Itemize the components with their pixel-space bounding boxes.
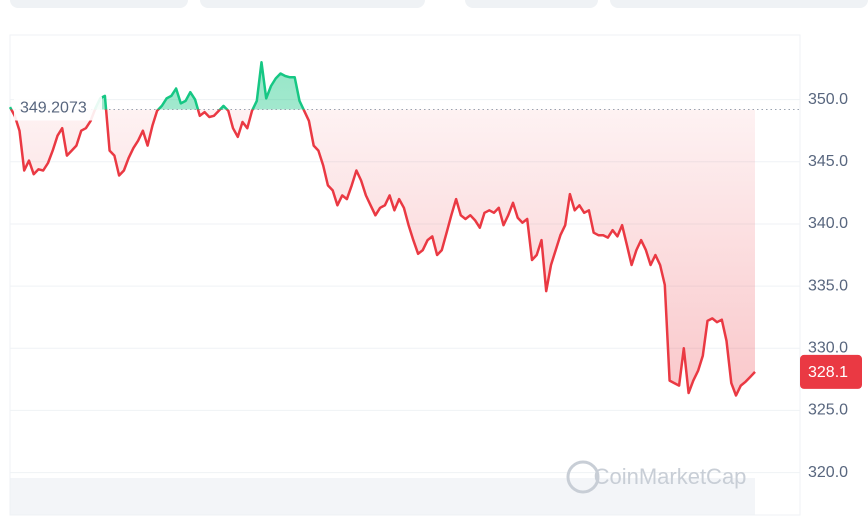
price-line	[9, 109, 756, 397]
watermark-logo	[566, 460, 600, 494]
baseline-label: 349.2073	[20, 100, 87, 117]
y-tick-label: 350.0	[808, 91, 848, 108]
baseline-label-box	[14, 96, 102, 121]
area-below	[11, 109, 755, 396]
labels: 320.0 325.0 330.0 335.0 340.0 345.0 350.0 349.2…	[14, 91, 862, 481]
area	[10, 62, 755, 396]
watermark: CoinMarketCap	[594, 464, 747, 489]
y-tick-label: 330.0	[808, 339, 848, 356]
price-label: 328.1	[808, 364, 848, 381]
y-tick-label: 325.0	[808, 402, 848, 419]
top-tabs	[10, 0, 868, 8]
y-tick-label: 345.0	[808, 153, 848, 170]
price-label-box	[800, 354, 862, 389]
lines	[8, 61, 800, 397]
y-tick-label: 320.0	[808, 464, 848, 481]
volume-area	[10, 478, 755, 515]
y-tick-label: 335.0	[808, 277, 848, 294]
y-tick-label: 340.0	[808, 215, 848, 232]
